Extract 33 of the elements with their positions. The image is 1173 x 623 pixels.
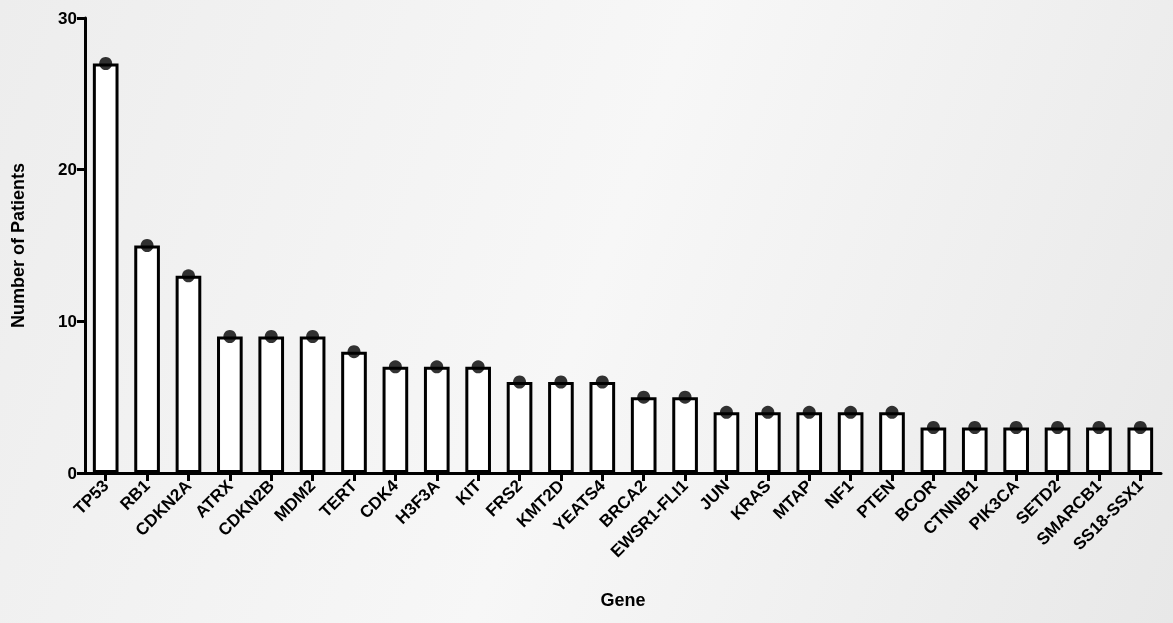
point <box>1133 421 1147 434</box>
y-tick-label: 0 <box>67 463 77 483</box>
point <box>844 405 858 419</box>
point <box>802 405 816 419</box>
point <box>223 330 237 343</box>
point <box>678 390 692 404</box>
point <box>761 405 775 419</box>
y-tick-label: 20 <box>58 160 77 180</box>
point <box>99 57 113 70</box>
point <box>595 375 609 389</box>
point <box>1051 421 1065 434</box>
x-tick-label: KIT <box>452 475 486 510</box>
point <box>637 390 651 404</box>
point <box>1092 421 1106 434</box>
y-tick-label: 10 <box>58 311 77 331</box>
point <box>926 421 940 434</box>
point <box>554 375 568 389</box>
point <box>1009 421 1023 434</box>
point <box>306 330 320 343</box>
y-tick-label: 30 <box>58 8 77 28</box>
point <box>388 360 402 374</box>
point <box>264 330 278 343</box>
point <box>430 360 444 374</box>
point <box>140 239 154 252</box>
y-axis-title: Number of Patients <box>8 162 28 329</box>
point <box>719 405 733 419</box>
point <box>885 405 899 419</box>
point <box>968 421 982 434</box>
x-axis-title: Gene <box>600 590 646 610</box>
point <box>513 375 527 389</box>
point <box>471 360 485 374</box>
point <box>181 269 195 283</box>
point <box>347 345 361 359</box>
